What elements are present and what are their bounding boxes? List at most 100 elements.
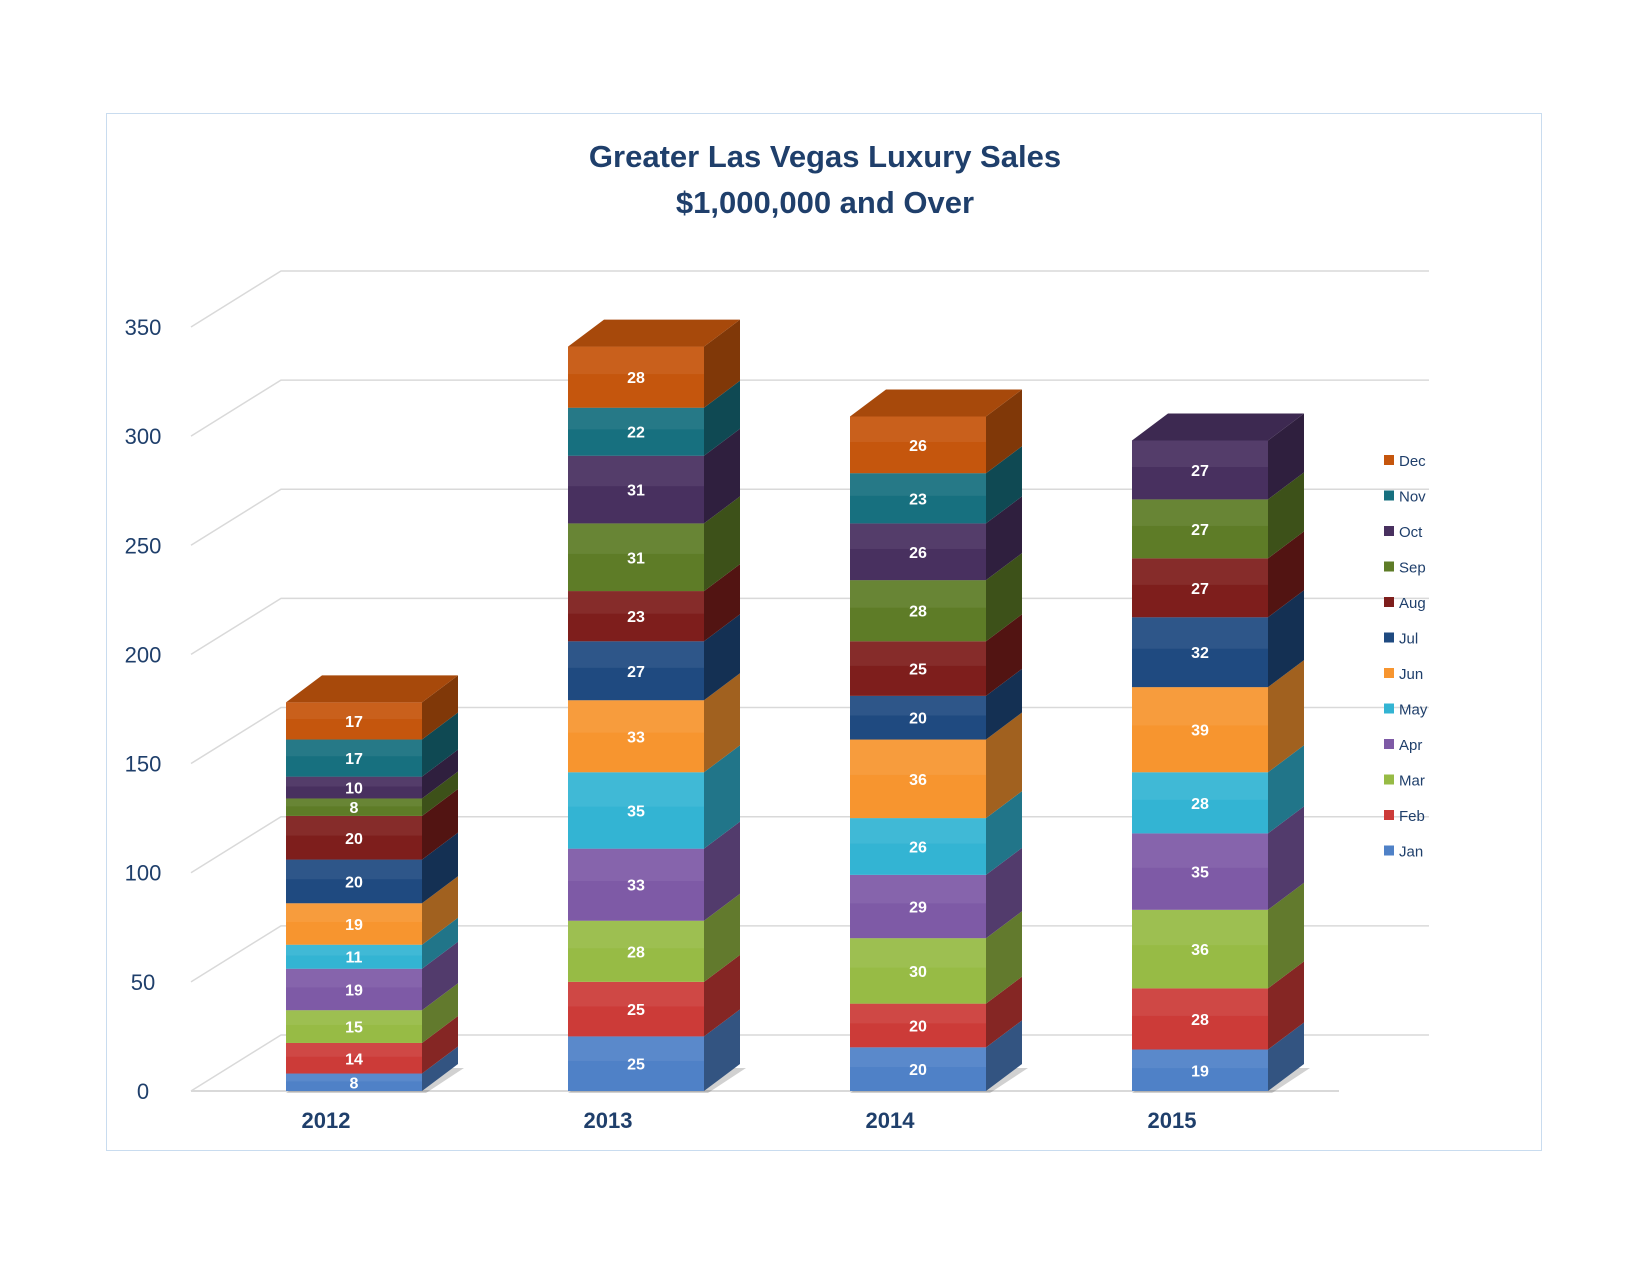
- bar-side: [986, 976, 1022, 1048]
- bar-side: [986, 791, 1022, 875]
- gridline-350: [190, 270, 1429, 328]
- x-tick-label: 2014: [866, 1108, 916, 1133]
- data-label: 36: [1191, 942, 1209, 959]
- x-tick-label: 2015: [1148, 1108, 1197, 1133]
- legend-label: Feb: [1399, 808, 1425, 825]
- legend-label: May: [1399, 702, 1428, 719]
- bar-side: [422, 749, 458, 799]
- bar-highlight: [568, 981, 704, 1007]
- legend-item-Dec: Dec: [1384, 453, 1426, 470]
- legend-swatch: [1384, 845, 1394, 856]
- legend-item-Jan: Jan: [1384, 844, 1423, 861]
- bar-highlight: [850, 739, 986, 775]
- bar-highlight: [568, 641, 704, 668]
- bar-highlight: [850, 580, 986, 608]
- bar-side: [422, 788, 458, 860]
- data-label: 26: [909, 840, 927, 857]
- data-label: 26: [909, 438, 927, 455]
- data-label: 29: [909, 900, 927, 917]
- bar-segment-2014-May: 26: [850, 791, 1022, 875]
- bar-side: [986, 911, 1022, 1004]
- data-label: 27: [1191, 581, 1209, 598]
- legend-swatch: [1384, 810, 1394, 820]
- bar-highlight: [286, 968, 422, 988]
- legend-label: Sep: [1399, 560, 1426, 577]
- bar-side: [422, 712, 458, 777]
- bar-segment-2013-Jul: 27: [568, 614, 740, 701]
- data-label: 17: [345, 751, 363, 768]
- bar-segment-2013-Jun: 33: [568, 673, 740, 773]
- data-label: 11: [346, 950, 363, 967]
- bar-segment-2013-Apr: 33: [568, 821, 740, 921]
- bar-highlight: [568, 591, 704, 614]
- bar-side: [1268, 745, 1304, 834]
- bar-highlight: [286, 903, 422, 922]
- bar-side: [422, 1046, 458, 1091]
- bar-side: [1268, 961, 1304, 1050]
- legend-item-Jul: Jul: [1384, 631, 1418, 648]
- bar-side: [422, 983, 458, 1043]
- data-label: 14: [345, 1051, 363, 1068]
- gridline-200: [190, 597, 1429, 656]
- bar-highlight: [286, 798, 422, 807]
- y-tick-label: 350: [125, 315, 162, 340]
- legend-swatch: [1384, 597, 1394, 607]
- chart-subtitle: $1,000,000 and Over: [676, 185, 974, 220]
- bar-segment-2013-Aug: 23: [568, 564, 740, 642]
- data-label: 22: [627, 425, 645, 442]
- data-label: 8: [350, 800, 359, 817]
- bar-side: [986, 668, 1022, 740]
- bar-highlight: [286, 1010, 422, 1025]
- bar-highlight: [568, 407, 704, 430]
- legend-label: Jan: [1399, 844, 1423, 861]
- legend-item-Aug: Aug: [1384, 595, 1426, 612]
- bar-segment-2014-Oct: 26: [850, 496, 1022, 581]
- data-label: 17: [345, 714, 363, 731]
- y-tick-label: 100: [125, 861, 162, 886]
- bar-highlight: [568, 455, 704, 487]
- bar-highlight: [1132, 617, 1268, 649]
- bar-side: [704, 954, 740, 1037]
- bar-side: [1268, 590, 1304, 688]
- legend-swatch: [1384, 703, 1394, 714]
- bar-stack-2012: 8 14 15 19 11 19 20 20 8 10 17 17: [286, 675, 464, 1093]
- gridline-50: [190, 925, 1429, 983]
- data-label: 25: [627, 1002, 645, 1019]
- bar-highlight: [286, 859, 422, 880]
- bar-highlight: [850, 695, 986, 716]
- data-label: 25: [627, 1057, 645, 1074]
- bar-highlight: [568, 848, 704, 882]
- x-axis-labels: 2012 2013 2014 2015: [302, 1108, 1197, 1133]
- bar-segment-2013-Sep: 31: [568, 496, 740, 592]
- y-tick-label: 250: [125, 533, 162, 558]
- bar-segment-2015-Aug: 27: [1132, 531, 1304, 618]
- data-label: 23: [627, 609, 645, 626]
- legend-item-May: May: [1384, 702, 1428, 719]
- bar-highlight: [1132, 499, 1268, 526]
- bar-side: [422, 917, 458, 969]
- y-tick-label: 300: [125, 424, 162, 449]
- bar-side: [422, 1015, 458, 1074]
- bar-side: [422, 771, 458, 816]
- legend-swatch: [1384, 526, 1394, 536]
- bar-segment-2014-Mar: 30: [850, 911, 1022, 1004]
- legend-item-Apr: Apr: [1384, 737, 1422, 754]
- bar-side: [704, 319, 740, 408]
- bar-side: [986, 614, 1022, 696]
- bar-segment-2014-Feb: 20: [850, 976, 1022, 1048]
- bar-highlight: [286, 776, 422, 787]
- bar-side: [704, 428, 740, 524]
- bar-segment-2013-Mar: 28: [568, 893, 740, 982]
- bar-highlight: [286, 702, 422, 720]
- bar-segment-2012-Apr: 19: [286, 941, 458, 1011]
- legend-item-Feb: Feb: [1384, 808, 1425, 825]
- data-label: 28: [909, 604, 927, 621]
- data-label: 23: [909, 491, 927, 508]
- bar-side: [704, 380, 740, 456]
- bar-segment-2015-Sep: 27: [1132, 472, 1304, 559]
- x-tick-label: 2013: [584, 1108, 633, 1133]
- legend-item-Mar: Mar: [1384, 773, 1425, 790]
- bar-side: [1268, 531, 1304, 618]
- data-label: 20: [909, 1019, 927, 1036]
- data-label: 27: [1191, 522, 1209, 539]
